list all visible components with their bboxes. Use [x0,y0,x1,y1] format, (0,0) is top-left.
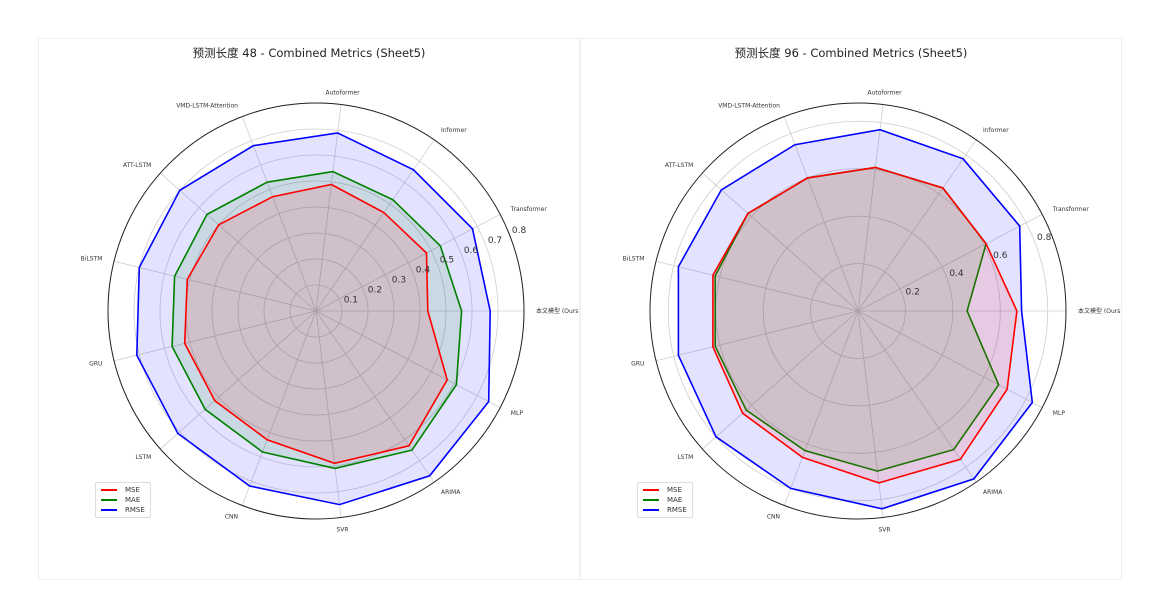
legend-item-mse: MSE [643,485,687,495]
grid-spoke [241,116,317,312]
axis-label: LSTM [135,454,151,461]
grid-spoke [857,310,977,483]
legend-item-mae: MAE [101,495,145,505]
axis-label: ARIMA [441,489,461,496]
series-fill-mae [715,167,999,472]
grid-spoke [857,139,977,312]
axis-label: Autoformer [867,90,902,97]
grid-spoke [315,310,501,409]
radar-chart-96: 预测长度 96 - Combined Metrics (Sheet5) 0.2 0… [580,38,1122,580]
outer-circle [107,102,525,520]
grid-spoke [315,104,342,312]
series-line-mse [712,166,1018,484]
legend-label: MAE [667,496,683,504]
radial-tick-label: 0.1 [344,296,358,306]
legend-label: RMSE [667,506,687,514]
axis-label: ATT-LSTM [665,162,693,169]
grid-spoke [702,172,859,312]
axis-label: ATT-LSTM [123,162,151,169]
legend-label: MSE [667,486,682,494]
axis-label: LSTM [677,454,693,461]
legend: MSE MAE RMSE [637,482,693,518]
outer-circle [649,102,1067,520]
series-line-mse [183,183,449,465]
grid-spoke [655,310,859,362]
axis-label: GRU [89,361,102,368]
radar-chart-48: 预测长度 48 - Combined Metrics (Sheet5) 0.1 0… [38,38,580,580]
axis-label: ARIMA [983,489,1003,496]
series-line-rmse [677,128,1034,510]
radial-tick-label: 0.4 [949,269,964,279]
radial-tick-label: 0.5 [440,256,454,266]
grid-spoke [783,310,859,506]
series-line-mae [171,170,463,470]
grid-spoke [160,310,317,450]
radar-plot: 0.2 0.4 0.6 0.8 本文模型 (Ours) Transformer Inform… [623,90,1121,534]
axis-label: BiLSTM [81,255,103,262]
series-fill-rmse [136,132,491,505]
axis-label: MLP [1053,410,1066,417]
radial-tick-label: 0.7 [488,236,502,246]
legend-label: RMSE [125,506,145,514]
grid-spoke [315,213,501,312]
series-fill-rmse [678,129,1033,509]
axis-label: Informer [983,127,1009,134]
radial-tick-label: 0.4 [416,266,431,276]
grid-spoke [315,310,342,518]
grid-spoke [241,310,317,506]
series-fill-mse [184,184,448,464]
axis-label: Autoformer [325,90,360,97]
series-fill-mae [172,171,462,469]
chart-title: 预测长度 48 - Combined Metrics (Sheet5) [192,46,426,60]
grid-spoke [113,260,317,312]
axis-label: Informer [441,127,467,134]
chart-title: 预测长度 96 - Combined Metrics (Sheet5) [734,46,968,60]
axis-label: 本文模型 (Ours) [1078,307,1121,315]
legend-item-mse: MSE [101,485,145,495]
axis-label: BiLSTM [623,255,645,262]
grid-spoke [857,213,1043,312]
series-line-rmse [135,132,492,506]
axis-label: GRU [631,361,644,368]
legend-item-rmse: RMSE [643,505,687,515]
axis-label: Transformer [510,206,548,213]
grid-spoke [315,310,435,483]
radial-tick-label: 0.2 [368,286,382,296]
legend-item-rmse: RMSE [101,505,145,515]
axis-label: Transformer [1052,206,1090,213]
axis-label: SVR [878,526,890,533]
radial-tick-label: 0.8 [512,226,527,236]
grid-spoke [113,310,317,362]
axis-label: SVR [336,526,348,533]
axis-label: CNN [767,514,780,521]
axis-label: VMD-LSTM-Attention [176,102,238,109]
radial-tick-label: 0.2 [906,287,920,297]
legend-label: MSE [125,486,140,494]
axis-label: 本文模型 (Ours) [536,307,579,315]
grid-spoke [315,139,435,312]
legend-item-mae: MAE [643,495,687,505]
axis-label: MLP [511,410,524,417]
series-fill-mse [712,167,1017,483]
grid-spoke [857,104,884,312]
radar-plot: 0.1 0.2 0.3 0.4 0.5 0.6 0.7 0.8 本文模型 (Ours) Trans… [81,90,579,534]
radial-tick-label: 0.3 [392,276,406,286]
radial-tick-label: 0.8 [1037,233,1052,243]
grid-spoke [857,310,1043,409]
legend: MSE MAE RMSE [95,482,151,518]
axis-label: CNN [225,514,238,521]
grid-spoke [655,260,859,312]
legend-label: MAE [125,496,141,504]
axis-label: VMD-LSTM-Attention [718,102,780,109]
grid-spoke [702,310,859,450]
radial-tick-label: 0.6 [464,246,479,256]
grid-spoke [783,116,859,312]
grid-spoke [160,172,317,312]
radial-tick-label: 0.6 [993,251,1008,261]
